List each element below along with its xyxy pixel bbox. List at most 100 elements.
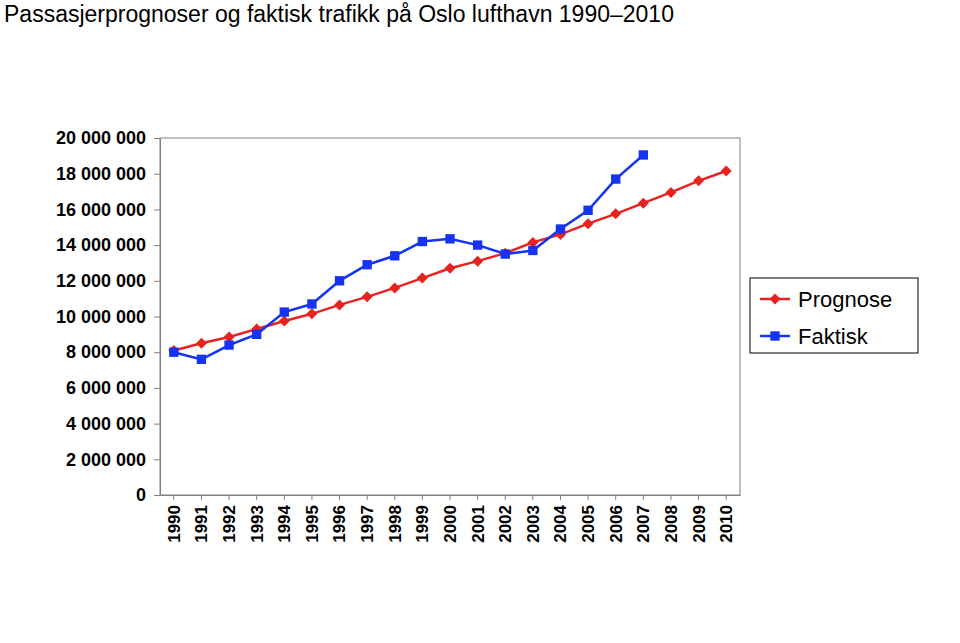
y-tick-label: 10 000 000 xyxy=(56,307,146,327)
data-point xyxy=(472,256,483,267)
data-point xyxy=(279,315,290,326)
title: Passasjerprognoser og faktisk trafikk på… xyxy=(4,1,674,27)
x-tick-mark xyxy=(311,495,312,500)
y-tick: 0 xyxy=(136,485,160,505)
x-tick-mark xyxy=(726,495,727,500)
x-tick-label: 1993 xyxy=(248,505,267,543)
y-tick-mark xyxy=(154,352,160,353)
x-tick-mark xyxy=(422,495,423,500)
x-tick-mark xyxy=(394,495,395,500)
x-tick: 2010 xyxy=(717,495,736,543)
x-tick: 1991 xyxy=(192,495,211,543)
x-tick-mark xyxy=(615,495,616,500)
x-tick-label: 1999 xyxy=(413,505,432,543)
x-tick-label: 1992 xyxy=(220,505,239,543)
y-tick: 12 000 000 xyxy=(56,271,160,291)
data-point xyxy=(638,198,649,209)
y-tick: 14 000 000 xyxy=(56,235,160,255)
y-tick: 6 000 000 xyxy=(66,378,160,398)
data-point xyxy=(583,206,592,215)
x-tick: 2000 xyxy=(441,495,460,543)
x-tick: 1990 xyxy=(165,495,184,543)
chart: Passasjerprognoser og faktisk trafikk på… xyxy=(0,0,960,643)
data-point xyxy=(169,348,178,357)
x-tick-mark xyxy=(643,495,644,500)
y-tick-label: 6 000 000 xyxy=(66,378,146,398)
data-point xyxy=(417,273,428,284)
x-tick-mark xyxy=(284,495,285,500)
y-tick-label: 4 000 000 xyxy=(66,414,146,434)
data-point xyxy=(583,218,594,229)
x-tick-mark xyxy=(477,495,478,500)
x-tick-mark xyxy=(367,495,368,500)
legend-box xyxy=(750,278,918,353)
y-tick-label: 0 xyxy=(136,485,146,505)
data-point xyxy=(389,282,400,293)
legend-label: Faktisk xyxy=(798,324,869,349)
data-point xyxy=(611,174,620,183)
series-line xyxy=(174,171,726,350)
x-tick-label: 1994 xyxy=(275,504,294,542)
y-tick-label: 12 000 000 xyxy=(56,271,146,291)
x-tick-label: 2002 xyxy=(496,505,515,543)
y-tick-label: 16 000 000 xyxy=(56,200,146,220)
data-point xyxy=(280,307,289,316)
data-point xyxy=(252,330,261,339)
y-tick-label: 2 000 000 xyxy=(66,450,146,470)
x-tick-label: 2008 xyxy=(662,505,681,543)
y-tick-mark xyxy=(154,459,160,460)
x-tick: 1997 xyxy=(358,495,377,543)
x-tick-mark xyxy=(229,495,230,500)
data-point xyxy=(610,208,621,219)
y-tick: 18 000 000 xyxy=(56,164,160,184)
data-point xyxy=(473,240,482,249)
y-axis: 0 2 000 000 4 000 000 6 000 000 8 000 000 10 … xyxy=(56,128,161,505)
y-tick-mark xyxy=(154,317,160,318)
y-tick-mark xyxy=(154,174,160,175)
y-tick-label: 8 000 000 xyxy=(66,342,146,362)
y-tick-mark xyxy=(154,245,160,246)
series-line xyxy=(174,155,644,359)
y-tick: 8 000 000 xyxy=(66,342,160,362)
y-tick: 10 000 000 xyxy=(56,307,160,327)
y-tick-mark xyxy=(154,138,160,139)
x-axis: 1990199119921993199419951996199719981999… xyxy=(161,495,741,543)
data-point xyxy=(501,249,510,258)
data-point xyxy=(390,251,399,260)
x-tick-mark xyxy=(173,495,174,500)
data-point xyxy=(665,187,676,198)
data-point xyxy=(693,175,704,186)
x-tick-mark xyxy=(256,495,257,500)
plot-area xyxy=(168,150,731,364)
x-tick-mark xyxy=(670,495,671,500)
x-tick: 2006 xyxy=(607,495,626,543)
data-point xyxy=(335,276,344,285)
x-tick-mark xyxy=(698,495,699,500)
x-tick-label: 2010 xyxy=(717,505,736,543)
x-tick: 2005 xyxy=(579,495,598,543)
x-tick-label: 2006 xyxy=(607,505,626,543)
x-tick: 1995 xyxy=(303,495,322,543)
legend: PrognoseFaktisk xyxy=(750,278,918,353)
x-tick-label: 2005 xyxy=(579,505,598,543)
x-tick-label: 2009 xyxy=(690,505,709,543)
y-tick: 20 000 000 xyxy=(56,128,160,148)
x-tick-mark xyxy=(339,495,340,500)
x-tick-label: 1998 xyxy=(386,505,405,543)
x-tick: 1993 xyxy=(248,495,267,543)
data-point xyxy=(196,338,207,349)
data-point xyxy=(445,263,456,274)
x-tick-label: 2003 xyxy=(524,505,543,543)
x-tick: 2007 xyxy=(634,495,653,543)
y-tick-label: 14 000 000 xyxy=(56,235,146,255)
y-tick-mark xyxy=(154,281,160,282)
x-tick-label: 1995 xyxy=(303,505,322,543)
x-tick: 1999 xyxy=(413,495,432,543)
data-point xyxy=(528,246,537,255)
y-tick-mark xyxy=(154,209,160,210)
x-tick-mark xyxy=(560,495,561,500)
y-tick-label: 18 000 000 xyxy=(56,164,146,184)
x-tick: 2003 xyxy=(524,495,543,543)
y-tick-label: 20 000 000 xyxy=(56,128,146,148)
x-tick-mark xyxy=(450,495,451,500)
